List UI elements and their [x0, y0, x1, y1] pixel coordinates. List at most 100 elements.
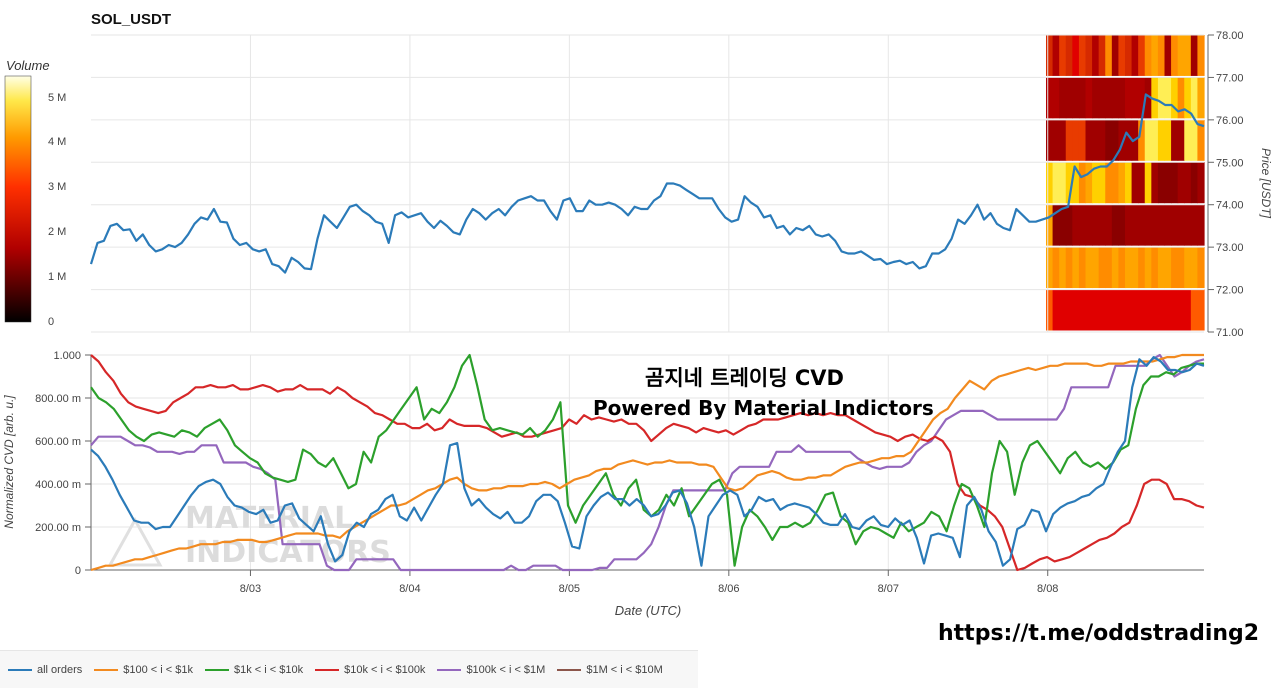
heatmap-cell: [1059, 247, 1067, 289]
heatmap-cell: [1052, 119, 1060, 161]
heatmap-cell: [1059, 35, 1067, 76]
heatmap-cell: [1190, 204, 1199, 246]
heatmap-cell: [1157, 204, 1166, 246]
heatmap-cell: [1131, 289, 1139, 331]
legend-item-s1k[interactable]: $1k < i < $10k: [204, 664, 303, 676]
heatmap-cell: [1125, 162, 1133, 204]
heatmap-cell: [1118, 35, 1126, 76]
heatmap-cell: [1164, 162, 1172, 204]
heatmap-cell: [1138, 35, 1146, 76]
heatmap-cell: [1052, 35, 1060, 76]
watermark-logo: [107, 516, 163, 567]
heatmap-cell: [1092, 77, 1100, 119]
legend-item-s10k[interactable]: $10k < i < $100k: [315, 664, 425, 676]
heatmap-cell: [1046, 35, 1054, 76]
heatmap-cell: [1085, 162, 1093, 204]
legend-item-s100[interactable]: $100 < i < $1k: [94, 664, 193, 676]
heatmap-cell: [1085, 289, 1093, 331]
heatmap-cell: [1138, 119, 1146, 161]
heatmap-cell: [1072, 119, 1080, 161]
heatmap-cell: [1197, 289, 1205, 331]
colorbar-tick-label: 4 M: [48, 136, 66, 148]
cvd-tick-label: 800.00 m: [35, 393, 81, 405]
heatmap-cell: [1197, 204, 1205, 246]
heatmap-cell: [1105, 289, 1113, 331]
heatmap-cell: [1092, 247, 1100, 289]
volume-colorbar: [4, 75, 32, 323]
heatmap-cell: [1144, 162, 1152, 204]
heatmap-cell: [1138, 77, 1146, 119]
heatmap-cell: [1046, 289, 1054, 331]
heatmap-cell: [1098, 77, 1106, 119]
cvd-tick-label: 1.000: [53, 350, 81, 362]
legend-swatch: [315, 668, 340, 671]
heatmap-cell: [1111, 162, 1120, 204]
heatmap-cell: [1105, 77, 1113, 119]
heatmap-cell: [1177, 162, 1185, 204]
heatmap-cell: [1197, 247, 1205, 289]
heatmap-cell: [1131, 35, 1139, 76]
legend-label: all orders: [37, 663, 83, 676]
heatmap-cell: [1118, 289, 1126, 331]
heatmap-cell: [1078, 247, 1087, 289]
heatmap-cell: [1078, 35, 1087, 76]
cvd-tick-label: 600.00 m: [35, 436, 81, 448]
cvd-chart-figure: SOL_USDT 78.00 77.00 76.00 75.00 74.00 73.00 72…: [2, 11, 1273, 618]
heatmap-cell: [1111, 204, 1120, 246]
x-tick-label: 8/06: [718, 583, 739, 595]
heatmap-cell: [1177, 289, 1185, 331]
heatmap-cell: [1157, 162, 1166, 204]
heatmap-cell: [1118, 204, 1126, 246]
heatmap-cell: [1105, 247, 1113, 289]
x-tick-label: 8/07: [878, 583, 899, 595]
heatmap-cell: [1144, 247, 1152, 289]
price-line: [89, 93, 1205, 274]
overlay-subtitle: Powered By Material Indictors: [593, 396, 934, 420]
heatmap-cell: [1164, 35, 1172, 76]
heatmap-cell: [1092, 289, 1100, 331]
heatmap-cell: [1177, 247, 1185, 289]
heatmap-cell: [1098, 247, 1106, 289]
legend-swatch: [437, 668, 462, 671]
heatmap-cell: [1190, 77, 1199, 119]
heatmap-cell: [1118, 119, 1126, 161]
heatmap-cell: [1125, 77, 1133, 119]
x-axis-label: Date (UTC): [615, 603, 681, 618]
telegram-link[interactable]: https://t.me/oddstrading2: [938, 621, 1260, 646]
heatmap-cell: [1092, 204, 1100, 246]
heatmap-cell: [1151, 35, 1159, 76]
heatmap-cell: [1078, 77, 1087, 119]
heatmap-cell: [1138, 162, 1146, 204]
heatmap-cell: [1098, 289, 1106, 331]
legend-swatch: [204, 668, 229, 671]
heatmap-cell: [1098, 119, 1106, 161]
legend-label: $10k < i < $100k: [344, 663, 426, 676]
heatmap-cell: [1092, 119, 1100, 161]
heatmap-cell: [1118, 162, 1126, 204]
cvd-line-s1k: [90, 353, 1204, 567]
heatmap-cell: [1072, 289, 1080, 331]
heatmap-cell: [1164, 247, 1172, 289]
heatmap-cell: [1190, 247, 1199, 289]
legend-item-s100k[interactable]: $100k < i < $1M: [437, 664, 545, 676]
chart-legend: all orders $100 < i < $1k $1k < i < $10k $1…: [0, 650, 698, 688]
cvd-line-s100k: [90, 353, 1205, 572]
heatmap-cell: [1072, 247, 1080, 289]
heatmap-cell: [1046, 77, 1054, 119]
legend-label: $100 < i < $1k: [123, 663, 193, 676]
heatmap-cell: [1184, 247, 1192, 289]
heatmap-cell: [1052, 289, 1060, 331]
heatmap-cell: [1072, 162, 1080, 204]
legend-swatch: [557, 668, 582, 671]
heatmap-cell: [1092, 35, 1100, 76]
heatmap-cell: [1085, 204, 1093, 246]
legend-item-s1m[interactable]: $1M < i < $10M: [557, 664, 663, 676]
heatmap-cell: [1171, 289, 1179, 331]
legend-item-all[interactable]: all orders: [8, 664, 82, 676]
heatmap-cell: [1125, 119, 1133, 161]
price-tick-label: 76.00: [1216, 115, 1244, 127]
heatmap-cell: [1059, 289, 1067, 331]
heatmap-cell: [1092, 162, 1100, 204]
heatmap-cell: [1085, 35, 1093, 76]
heatmap-cell: [1065, 247, 1073, 289]
